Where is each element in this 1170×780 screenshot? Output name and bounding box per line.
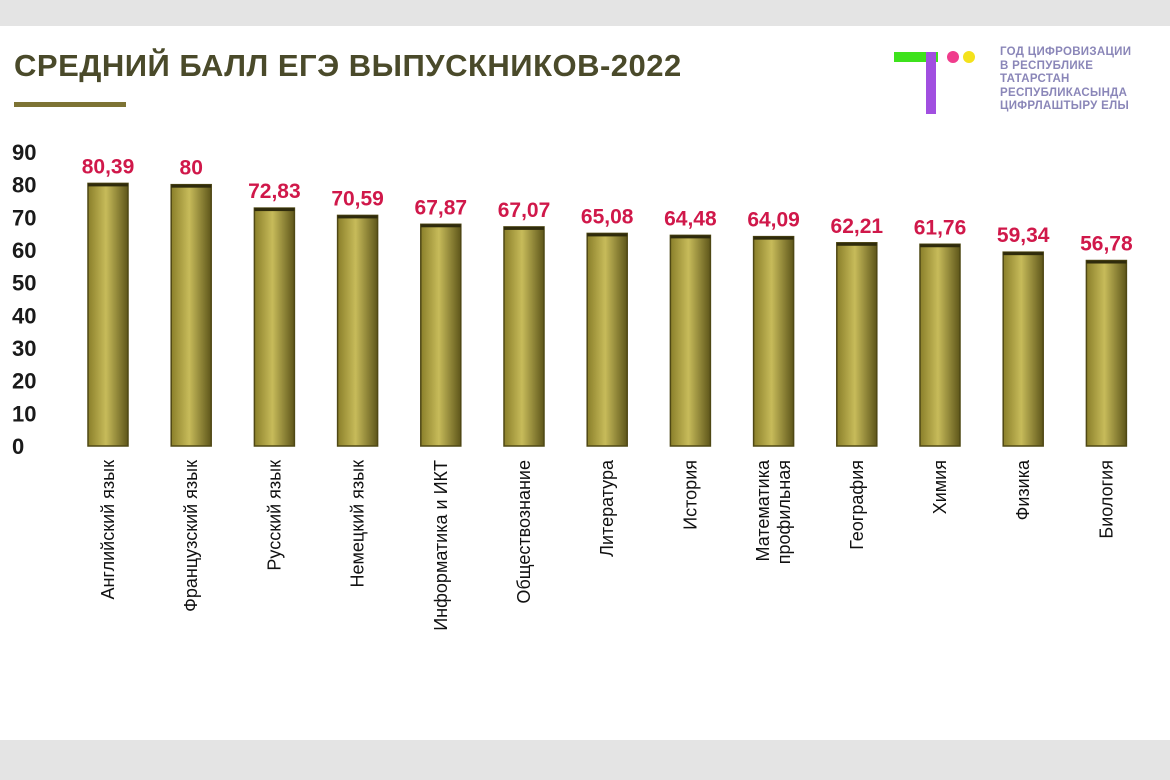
x-tick-label-line: Немецкий язык — [348, 460, 368, 588]
slide: СРЕДНИЙ БАЛЛ ЕГЭ ВЫПУСКНИКОВ-2022 ГОД ЦИ… — [0, 26, 1170, 740]
bar-cap — [1003, 252, 1044, 256]
x-tick-label: Литература — [597, 459, 617, 557]
bar-cap — [670, 235, 711, 239]
bar — [87, 182, 129, 447]
y-tick-label: 60 — [12, 238, 36, 263]
x-tick-label: История — [680, 460, 700, 530]
x-tick-label-line: Математика — [753, 459, 773, 561]
y-tick-label: 30 — [12, 336, 36, 361]
x-tick-label-line: Русский язык — [264, 460, 284, 571]
y-tick-label: 40 — [12, 303, 36, 328]
bar-cap — [88, 183, 128, 187]
x-tick-label-line: Биология — [1096, 460, 1116, 539]
logo-line: ГОД ЦИФРОВИЗАЦИИ — [1000, 46, 1132, 58]
x-tick-label: Информатика и ИКТ — [431, 460, 451, 631]
logo-text: ГОД ЦИФРОВИЗАЦИИ В РЕСПУБЛИКЕ ТАТАРСТАН … — [1000, 46, 1131, 114]
value-label: 67,87 — [415, 196, 468, 219]
bar — [919, 243, 961, 447]
bar-cap — [254, 208, 295, 212]
x-tick-label-line: Обществознание — [514, 460, 534, 604]
bar-cap — [836, 242, 877, 246]
logo-line: ТАТАРСТАН — [1000, 73, 1070, 85]
bar-chart: 0 10 20 30 40 50 60 70 80 90 80,39 80 72,83 70,59 67,… — [12, 140, 1133, 631]
logo-line: РЕСПУБЛИКАСЫНДА — [1000, 86, 1128, 99]
x-tick-label: Химия — [930, 460, 950, 514]
value-label: 64,48 — [664, 207, 717, 230]
bar — [1085, 259, 1128, 447]
value-label: 64,09 — [747, 209, 800, 232]
bar-cap — [920, 244, 960, 248]
x-tick-label-line: профильная — [774, 460, 794, 564]
y-tick-label: 50 — [12, 271, 36, 296]
bar — [503, 226, 545, 447]
bar — [420, 223, 462, 447]
value-label: 65,08 — [581, 205, 634, 228]
bar — [336, 214, 379, 447]
y-tick-label: 70 — [12, 205, 36, 230]
value-label: 62,21 — [831, 215, 884, 238]
x-tick-label: Математика профильная — [753, 459, 794, 564]
x-tick-label: Русский язык — [264, 460, 284, 571]
bar-cap — [504, 226, 544, 230]
bar — [586, 232, 628, 447]
value-label: 80 — [180, 157, 203, 180]
value-label: 70,59 — [331, 187, 384, 210]
bar-cap — [420, 224, 461, 228]
value-label: 61,76 — [914, 216, 967, 239]
x-tick-label: География — [847, 460, 867, 550]
y-tick-label: 10 — [12, 401, 36, 426]
bar — [669, 234, 712, 447]
x-tick-label-line: Информатика и ИКТ — [431, 460, 451, 631]
value-label: 80,39 — [82, 155, 135, 178]
bar-cap — [171, 184, 212, 188]
bar — [752, 235, 795, 447]
x-tick-label-line: Литература — [597, 459, 617, 557]
y-tick-label: 80 — [12, 173, 36, 198]
bar — [1002, 251, 1044, 447]
bar-cap — [587, 233, 628, 237]
value-label: 67,07 — [498, 199, 551, 222]
x-tick-label-line: Английский язык — [98, 460, 118, 600]
value-label: 59,34 — [997, 224, 1050, 247]
y-tick-label: 20 — [12, 369, 36, 394]
x-tick-label: Французский язык — [181, 460, 201, 612]
x-tick-label-line: Физика — [1013, 459, 1033, 520]
logo: ГОД ЦИФРОВИЗАЦИИ В РЕСПУБЛИКЕ ТАТАРСТАН … — [892, 44, 1162, 124]
bar — [253, 207, 296, 447]
bar-cap — [1086, 260, 1127, 264]
logo-line: В РЕСПУБЛИКЕ — [1000, 59, 1094, 72]
value-label: 56,78 — [1080, 233, 1133, 256]
bar-cap — [337, 215, 378, 219]
y-tick-label: 90 — [12, 140, 36, 165]
bar — [170, 183, 212, 447]
x-tick-label: Биология — [1096, 460, 1116, 539]
x-tick-label: Английский язык — [98, 460, 118, 600]
x-tick-label-line: География — [847, 460, 867, 550]
x-tick-label: Физика — [1013, 459, 1033, 520]
bar-cap — [753, 236, 794, 240]
page-title: СРЕДНИЙ БАЛЛ ЕГЭ ВЫПУСКНИКОВ-2022 — [14, 48, 682, 83]
x-tick-label: Немецкий язык — [348, 460, 368, 588]
bar — [836, 242, 878, 447]
title-underline — [14, 102, 126, 107]
x-tick-label: Обществознание — [514, 460, 534, 604]
x-tick-label-line: Химия — [930, 460, 950, 514]
x-tick-label-line: Французский язык — [181, 460, 201, 612]
x-tick-label-line: История — [680, 460, 700, 530]
logo-mark-icon — [894, 51, 975, 114]
value-label: 72,83 — [248, 180, 301, 203]
y-tick-label: 0 — [12, 434, 24, 459]
logo-line: ЦИФРЛАШТЫРУ ЕЛЫ — [1000, 100, 1130, 112]
